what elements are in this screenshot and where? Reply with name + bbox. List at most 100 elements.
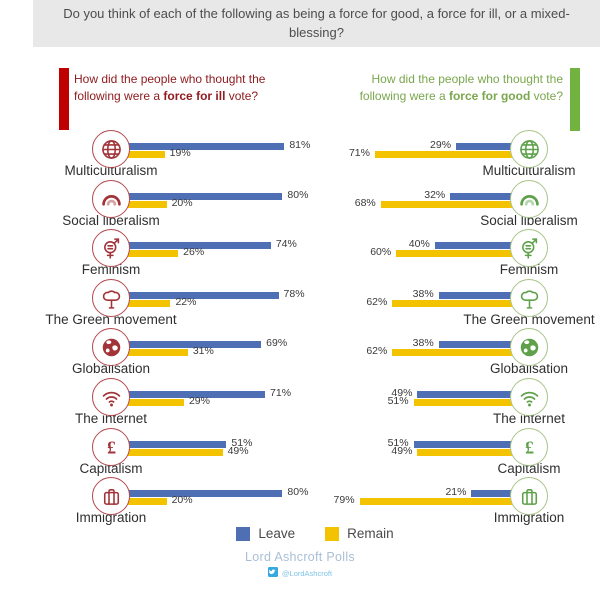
leave-value-label: 40% [408, 238, 430, 250]
question-title-text: Do you think of each of the following as… [63, 6, 570, 40]
leave-value-label: 38% [412, 288, 434, 300]
remain-value-label: 62% [366, 345, 388, 357]
leave-bar [128, 292, 279, 299]
remain-bar [128, 201, 167, 208]
ill-heading-prefix: How did the people who thought the follo… [74, 72, 266, 103]
leave-value-label: 69% [266, 337, 288, 349]
leave-value-label: 80% [287, 189, 309, 201]
leave-swatch [236, 526, 251, 541]
category-label: Social liberalism [480, 213, 578, 228]
remain-bar [128, 498, 167, 505]
leave-bar [471, 490, 512, 497]
ill-heading-suffix: vote? [225, 88, 259, 103]
leave-bar [438, 292, 512, 299]
category-label: Immigration [493, 510, 565, 525]
remain-value-label: 68% [354, 197, 376, 209]
remain-value-label: 29% [188, 395, 210, 407]
remain-bar [392, 300, 512, 307]
good-panel-heading: How did the people who thought the follo… [323, 71, 563, 105]
chart-row: 81% 19% Multiculturalism 29% 71% Multicultura… [0, 126, 600, 178]
globe-solid-icon [92, 328, 130, 366]
leave-value-label: 81% [289, 139, 311, 151]
remain-bar [413, 399, 512, 406]
rainbow-icon [92, 180, 130, 218]
good-heading-prefix: How did the people who thought the follo… [359, 72, 563, 103]
leave-bar [128, 341, 262, 348]
remain-bar [392, 349, 512, 356]
category-label: Multiculturalism [482, 163, 576, 178]
remain-bar [359, 498, 512, 505]
category-label: Feminism [81, 262, 141, 277]
remain-bar [128, 250, 179, 257]
svg-text:£: £ [107, 437, 116, 457]
leave-value-label: 78% [283, 288, 305, 300]
leave-bar [128, 490, 283, 497]
category-label: Globalisation [489, 361, 569, 376]
remain-value-label: 79% [333, 494, 355, 506]
remain-value-label: 51% [387, 395, 409, 407]
wifi-icon [92, 378, 130, 416]
twitter-icon [267, 567, 278, 579]
remain-value-label: 49% [227, 445, 249, 457]
leave-value-label: 51% [231, 437, 253, 449]
question-title: Do you think of each of the following as… [33, 0, 600, 47]
legend-item-remain: Remain [325, 526, 394, 541]
globe-solid-icon [510, 328, 548, 366]
leave-bar [128, 242, 271, 249]
leave-value-label: 21% [445, 486, 467, 498]
category-label: The Green movement [45, 312, 177, 327]
legend-leave-label: Leave [258, 526, 296, 541]
good-accent-bar [570, 68, 580, 131]
leave-value-label: 49% [391, 387, 413, 399]
remain-bar [380, 201, 512, 208]
remain-value-label: 20% [171, 197, 193, 209]
remain-value-label: 19% [169, 147, 191, 159]
source-attribution: Lord Ashcroft Polls [245, 550, 355, 564]
leave-bar [434, 242, 512, 249]
remain-value-label: 62% [366, 296, 388, 308]
twitter-link[interactable]: @LordAshcroft [0, 567, 600, 579]
globe-icon [92, 130, 130, 168]
category-label: Globalisation [71, 361, 151, 376]
remain-bar [128, 449, 223, 456]
remain-value-label: 26% [183, 246, 205, 258]
remain-bar [396, 250, 512, 257]
remain-value-label: 20% [171, 494, 193, 506]
chart-row: 71% 29% The internet 49% 51% The internet [0, 374, 600, 426]
ill-heading-bold: force for ill [163, 88, 226, 103]
leave-value-label: 29% [430, 139, 452, 151]
rainbow-icon [510, 180, 548, 218]
remain-swatch [325, 526, 340, 541]
leave-bar [128, 391, 266, 398]
wifi-icon [510, 378, 548, 416]
remain-bar [128, 349, 188, 356]
globe-icon [510, 130, 548, 168]
good-heading-bold: force for good [448, 88, 531, 103]
leave-bar [413, 441, 512, 448]
gender-equality-icon [92, 229, 130, 267]
leave-value-label: 38% [412, 337, 434, 349]
pound-sign-icon: £ [92, 428, 130, 466]
gender-equality-icon [510, 229, 548, 267]
remain-value-label: 60% [370, 246, 392, 258]
svg-text:£: £ [525, 437, 534, 457]
pound-sign-icon: £ [510, 428, 548, 466]
chart-row: 78% 22% The Green movement 38% 62% The Green … [0, 275, 600, 327]
leave-value-label: 51% [387, 437, 409, 449]
remain-value-label: 31% [192, 345, 214, 357]
category-label: Feminism [499, 262, 559, 277]
leave-value-label: 71% [270, 387, 292, 399]
leave-bar [438, 341, 512, 348]
remain-bar [417, 449, 512, 456]
legend: Leave Remain [15, 526, 600, 541]
category-label: The internet [492, 411, 566, 426]
remain-value-label: 22% [175, 296, 197, 308]
leave-value-label: 32% [424, 189, 446, 201]
leave-value-label: 80% [287, 486, 309, 498]
ill-accent-bar [59, 68, 69, 130]
remain-bar [128, 151, 165, 158]
remain-bar [374, 151, 512, 158]
leave-bar [450, 193, 512, 200]
remain-bar [128, 300, 171, 307]
